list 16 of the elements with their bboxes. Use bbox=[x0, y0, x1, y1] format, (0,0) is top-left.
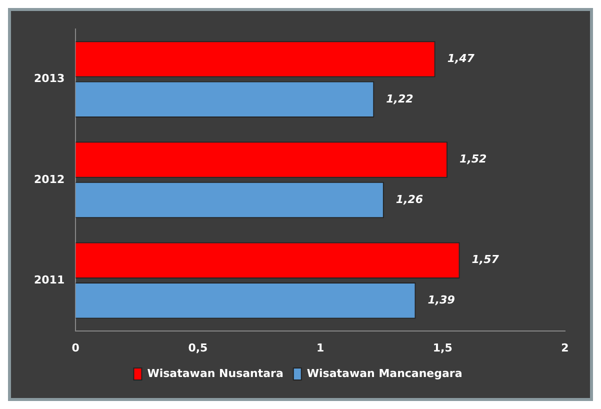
data-label: 1,47 bbox=[447, 52, 475, 66]
y-tick-label: 2011 bbox=[34, 273, 65, 286]
x-tick-label: 1 bbox=[316, 341, 324, 354]
data-label: 1,57 bbox=[472, 253, 500, 266]
data-label: 1,39 bbox=[428, 293, 456, 306]
y-tick-label: 2013 bbox=[34, 72, 65, 86]
data-label: 1,22 bbox=[386, 92, 414, 106]
x-tick-label: 2 bbox=[561, 341, 569, 354]
data-label: 1,52 bbox=[460, 152, 488, 166]
legend-label: Wisatawan Nusantara bbox=[147, 366, 284, 380]
x-tick-label: 1,5 bbox=[432, 341, 452, 354]
x-tick-label: 0,5 bbox=[188, 341, 208, 354]
x-tick-label: 0 bbox=[72, 341, 80, 354]
legend-label: Wisatawan Mancanegara bbox=[306, 366, 462, 380]
y-tick-label: 2012 bbox=[34, 172, 65, 186]
data-label: 1,26 bbox=[396, 192, 424, 206]
